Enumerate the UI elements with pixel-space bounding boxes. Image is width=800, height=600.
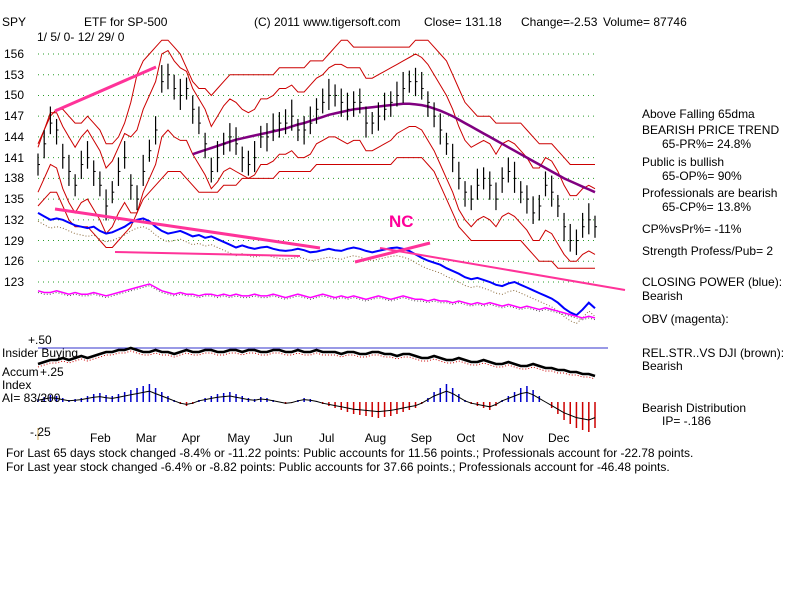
uptrend-line [54, 65, 157, 113]
volume-value: Volume= 87746 [603, 15, 687, 29]
month-label: Aug [364, 431, 387, 445]
change-value: Change=-2.53 [521, 15, 598, 29]
plus25-label: +.25 [40, 365, 64, 379]
y-tick-label: 156 [4, 47, 25, 61]
y-tick-label: 147 [4, 109, 25, 124]
insider-ma-line [37, 350, 596, 380]
side-closing-power-status: Bearish [642, 289, 683, 303]
side-strength: Strength Profess/Pub= 2 [642, 244, 774, 258]
chart-title: ETF for SP-500 [84, 15, 168, 29]
lower-band-line [37, 157, 595, 269]
y-tick-label: 132 [4, 212, 25, 227]
insider-buying-label: Insider Buying [2, 346, 79, 360]
footer-65day: For Last 65 days stock changed -8.4% or … [6, 446, 694, 460]
close-value: Close= 131.18 [424, 15, 502, 29]
index-label: Index [2, 378, 32, 392]
y-tick-label: 123 [4, 275, 25, 289]
month-label: Jun [273, 431, 293, 445]
y-tick-label: 126 [4, 254, 25, 269]
plus50-label: +.50 [28, 333, 52, 347]
y-tick-label: 153 [4, 67, 25, 82]
y-tick-label: 150 [4, 88, 25, 103]
y-tick-label: 135 [4, 192, 25, 207]
month-label: Mar [135, 431, 157, 445]
y-tick-label: 144 [4, 129, 25, 144]
insider-line [37, 346, 596, 378]
month-label: Sep [410, 431, 432, 445]
ai-label: AI= 83/200 [2, 391, 61, 405]
side-price-trend: BEARISH PRICE TREND [642, 123, 780, 137]
side-closing-power: CLOSING POWER (blue): [642, 275, 783, 289]
month-label: Dec [548, 431, 570, 445]
side-rel-str-status: Bearish [642, 359, 683, 373]
accum-ma-line [37, 390, 596, 421]
obv-ma-line [37, 285, 596, 321]
closing-power-ma-line [37, 220, 596, 325]
date-range: 1/ 5/ 0- 12/ 29/ 0 [37, 30, 125, 44]
inner-lower-band-line [37, 126, 596, 262]
side-obv: OBV (magenta): [642, 312, 729, 326]
upper-band-line [37, 39, 595, 165]
side-cp-pct: 65-CP%= 13.8% [662, 200, 752, 214]
y-tick-label: 141 [4, 150, 25, 165]
month-label: Feb [90, 431, 111, 445]
side-public: Public is bullish [642, 155, 725, 169]
side-rel-str: REL.STR..VS DJI (brown): [642, 346, 785, 360]
cp-resistance-line [379, 247, 626, 291]
month-label: Apr [181, 431, 201, 445]
month-label: Jul [319, 431, 335, 445]
nc-trend-line [354, 241, 431, 264]
month-label: May [227, 431, 251, 445]
ticker: SPY [2, 15, 27, 29]
obv-line [37, 283, 596, 319]
nc-annotation: NC [389, 212, 414, 231]
copyright: (C) 2011 www.tigersoft.com [254, 15, 401, 29]
month-label: Nov [502, 431, 524, 445]
side-pr-pct: 65-PR%= 24.8% [662, 137, 752, 151]
accum-label: Accum [2, 365, 39, 379]
month-label: Oct [456, 431, 476, 445]
footer-year: For Last year stock changed -6.4% or -8.… [6, 460, 670, 474]
ma65-line [192, 102, 596, 194]
side-cp-vs-pr: CP%vsPr%= -11% [642, 222, 742, 236]
side-professionals: Professionals are bearish [642, 186, 778, 200]
y-tick-label: 138 [4, 171, 25, 186]
side-ip: IP= -.186 [662, 414, 712, 428]
support-line [114, 251, 301, 257]
side-op-pct: 65-OP%= 90% [662, 169, 742, 183]
y-tick-label: 129 [4, 233, 25, 248]
side-distribution: Bearish Distribution [642, 401, 747, 415]
side-above-ma: Above Falling 65dma [642, 107, 755, 121]
cp-downtrend-line [54, 207, 321, 250]
closing-power-line [37, 212, 596, 317]
minus25-label: -.25 [30, 425, 51, 439]
